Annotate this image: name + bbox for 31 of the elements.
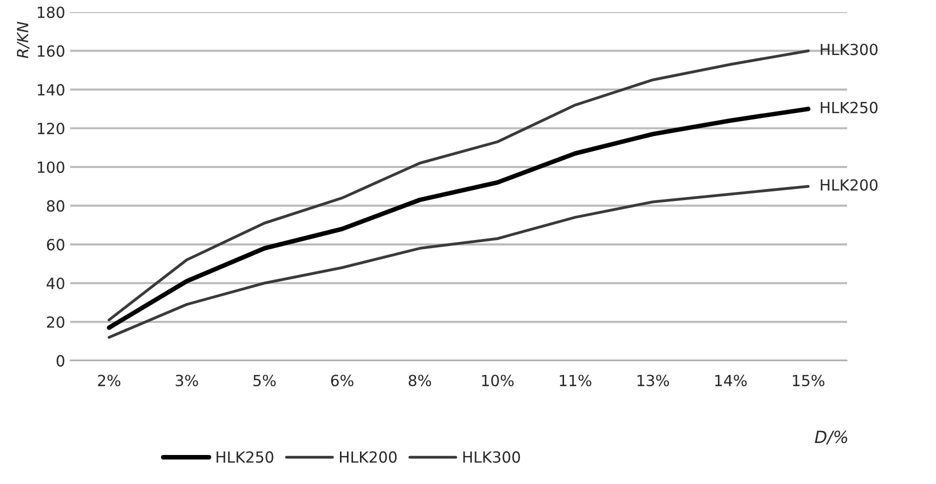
- y-tick-label: 100: [38, 161, 64, 173]
- y-tick-label: 20: [47, 316, 64, 328]
- x-tick-label: 11%: [560, 374, 592, 386]
- line-series: [106, 106, 810, 330]
- legend-label: HLK250: [216, 451, 274, 463]
- x-tick-label: 8%: [408, 374, 432, 386]
- x-tick-label: 6%: [331, 374, 354, 386]
- x-tick-label: 13%: [638, 374, 669, 386]
- y-tick-label: 60: [46, 238, 64, 250]
- annotation: HLK300: [820, 44, 878, 56]
- y-tick-label: 80: [46, 200, 64, 212]
- line-series: [108, 49, 810, 322]
- x-axis-title: D/%: [814, 430, 848, 444]
- y-tick-label: 140: [38, 84, 64, 96]
- legend-label: HLK200: [340, 451, 397, 463]
- x-tick-label: 5%: [253, 374, 276, 386]
- x-tick-label: 2%: [98, 374, 120, 386]
- annotation: HLK200: [820, 179, 878, 191]
- y-tick-label: 120: [38, 122, 64, 134]
- line-series: [108, 184, 810, 339]
- x-tick-label: 14%: [715, 374, 747, 386]
- y-tick-label: 180: [38, 6, 64, 18]
- y-tick-label: 0: [56, 355, 64, 367]
- x-tick-label: 15%: [792, 374, 824, 386]
- x-tick-label: 10%: [482, 374, 514, 386]
- y-tick-label: 40: [46, 278, 64, 290]
- y-tick-label: 160: [38, 45, 64, 57]
- annotation: HLK250: [820, 102, 878, 114]
- x-tick-label: 3%: [176, 374, 198, 386]
- y-axis-title: R/KN: [17, 22, 30, 58]
- legend-label: HLK300: [463, 451, 520, 463]
